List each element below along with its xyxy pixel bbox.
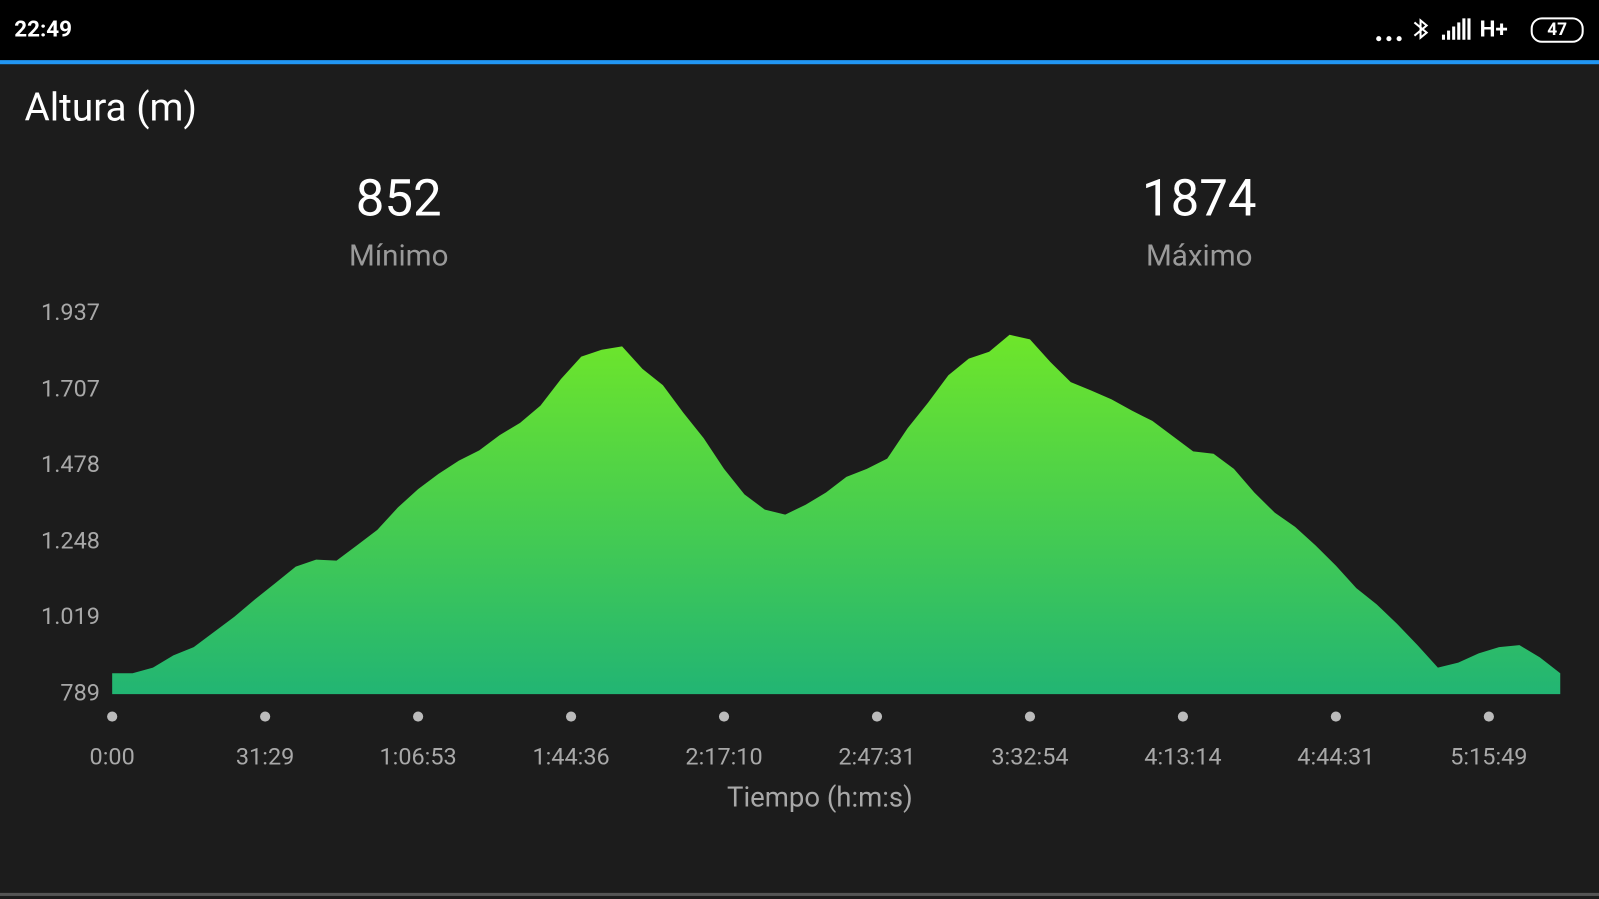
x-tick-dot [260,711,271,722]
x-tick-dot [107,711,118,722]
y-tick-label: 1.707 [41,374,100,402]
x-tick-dot [871,711,883,722]
bottom-divider [0,892,1599,896]
elevation-area [112,334,1561,695]
x-tick-dot [413,711,424,722]
x-tick-dot [1330,711,1341,722]
y-tick-label: 1.937 [41,298,100,326]
x-tick-label: 4:13:14 [1144,743,1221,771]
x-tick-label: 2:47:31 [838,743,915,771]
max-label: Máximo [1146,240,1253,274]
x-tick-dot [565,711,577,722]
y-tick-label: 1.478 [41,450,100,478]
y-tick-label: 789 [60,678,100,706]
status-bar [0,0,1599,61]
x-tick-label: 4:44:31 [1297,743,1374,771]
network-type: H+ [1480,17,1508,43]
x-tick-label: 31:29 [236,743,294,771]
x-tick-label: 5:15:49 [1450,743,1527,771]
x-tick-dot [1024,711,1036,722]
x-tick-label: 0:00 [90,743,135,771]
x-tick-label: 2:17:10 [685,743,762,771]
x-tick-dot [1483,711,1494,722]
min-label: Mínimo [349,240,448,274]
max-value: 1874 [1142,169,1257,228]
y-tick-label: 1.019 [41,602,100,630]
x-tick-dot [1177,711,1189,722]
battery-level: 47 [1547,20,1567,40]
x-tick-label: 3:32:54 [991,743,1068,771]
min-value: 852 [356,169,442,228]
chart-title: Altura (m) [24,85,197,130]
status-time: 22:49 [14,17,72,43]
status-icons [1376,18,1471,42]
x-axis-label: Tiempo (h:m:s) [727,780,913,813]
accent-line [0,60,1599,65]
battery-icon [1530,17,1584,43]
x-tick-dot [718,711,730,722]
x-tick-label: 1:44:36 [532,743,609,771]
y-tick-label: 1.248 [41,526,100,554]
x-tick-label: 1:06:53 [379,743,456,771]
